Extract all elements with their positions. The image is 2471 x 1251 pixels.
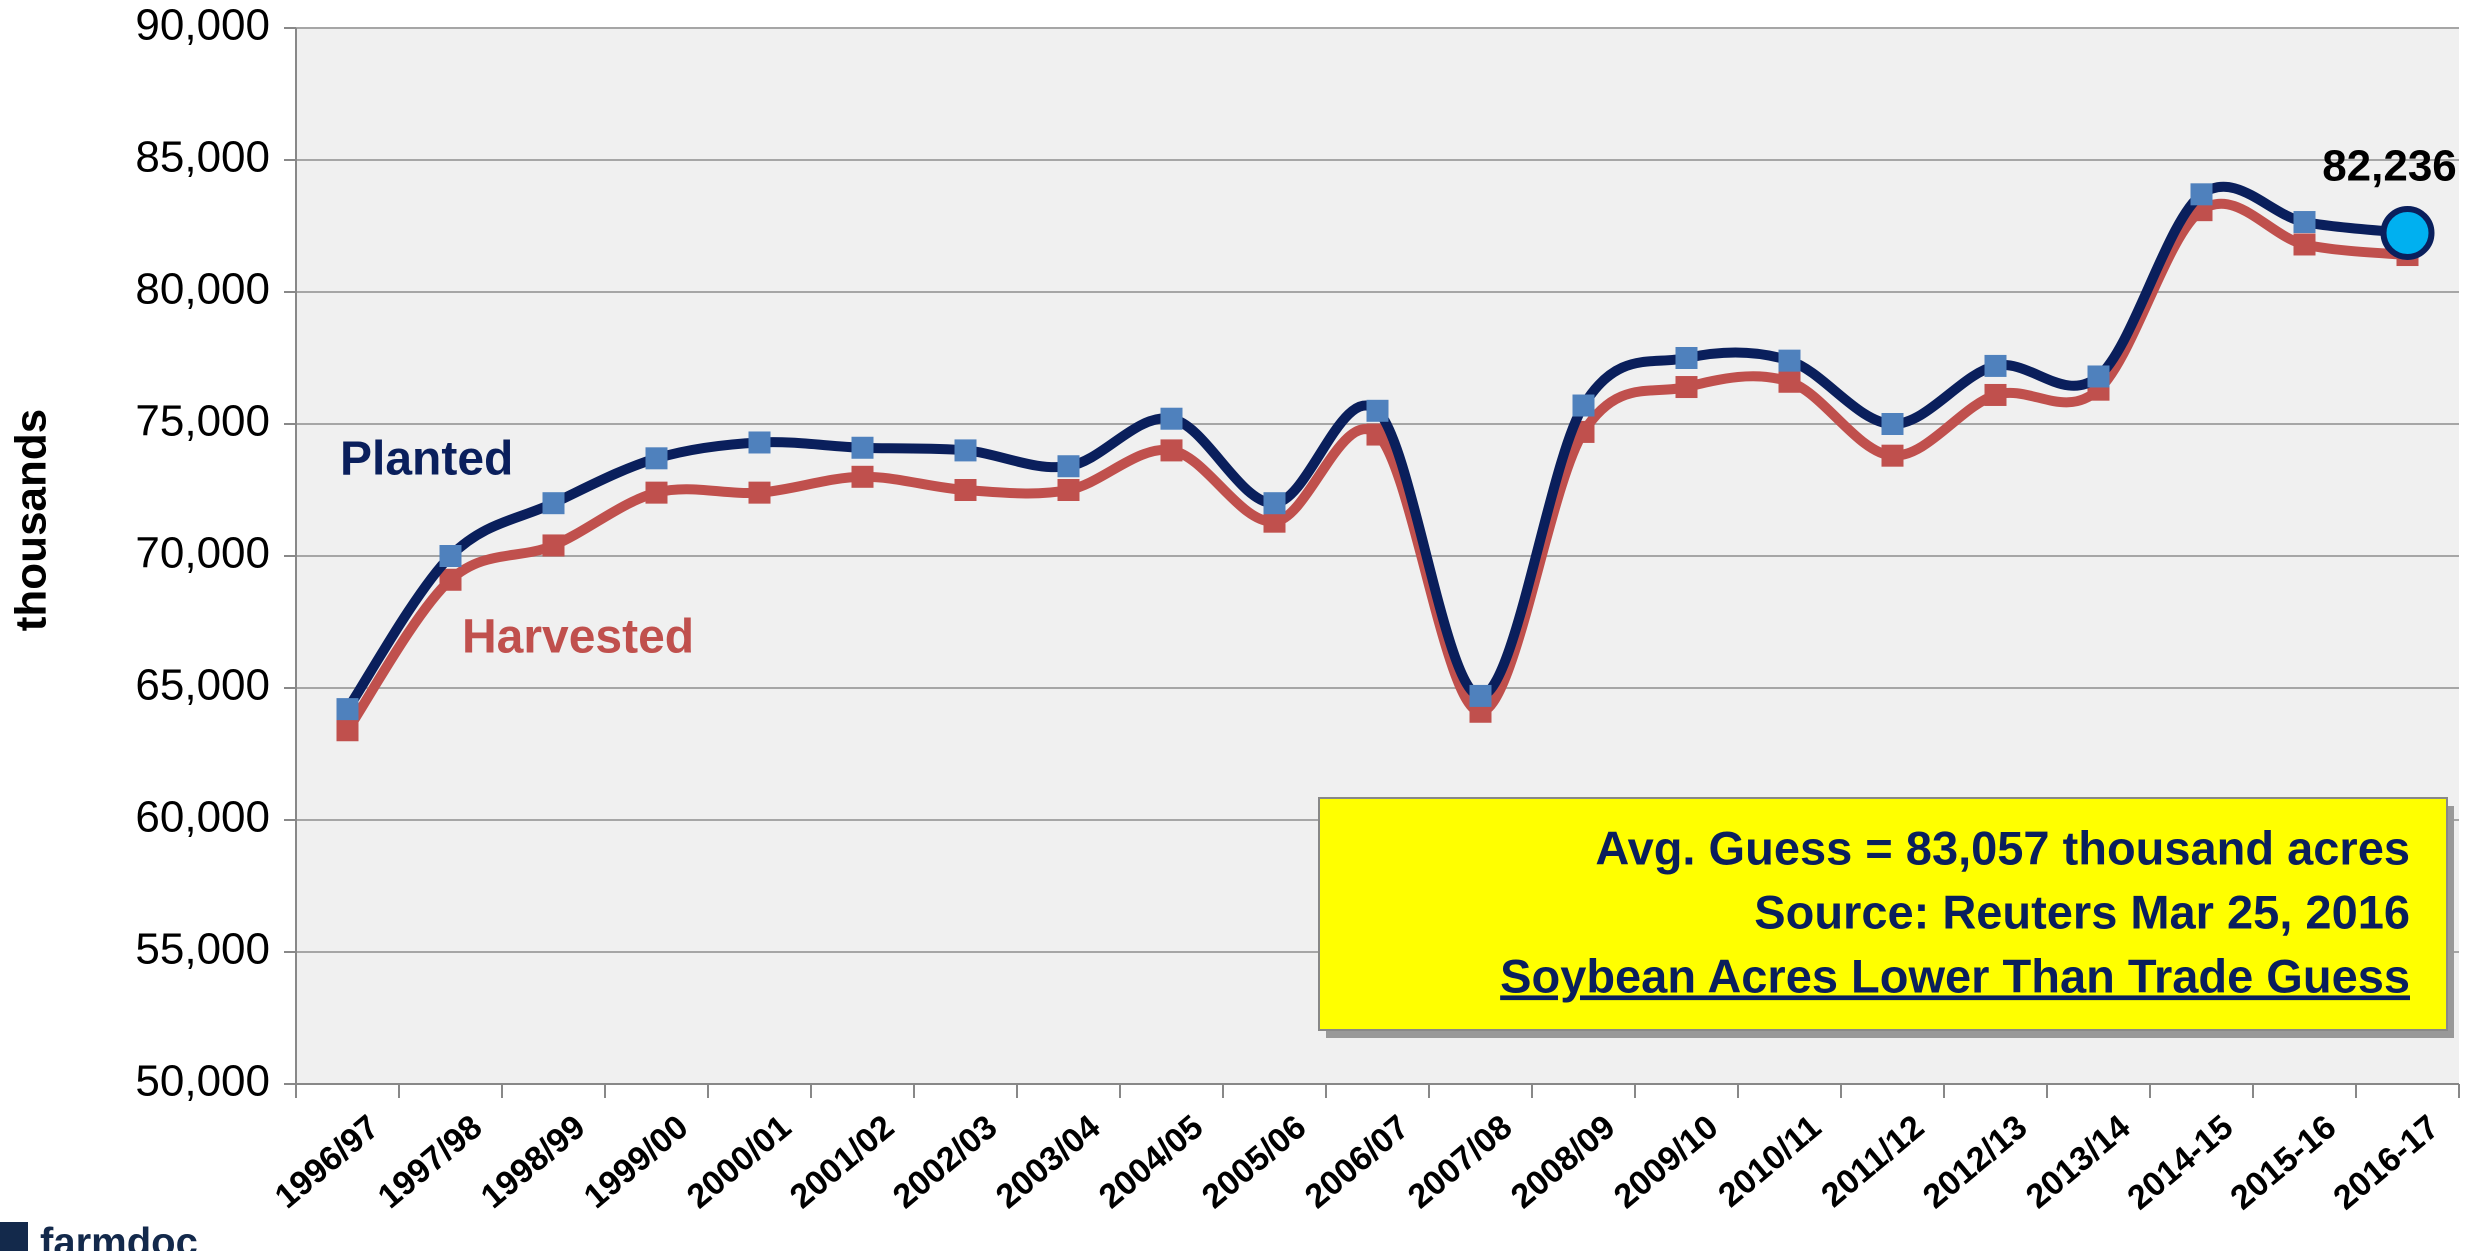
annotation-box	[1318, 797, 2448, 1031]
y-tick-label: 90,000	[135, 1, 270, 50]
highlight-point	[2380, 205, 2435, 260]
x-tick-label: 2005/06	[1195, 1108, 1314, 1216]
series-label: Planted	[340, 433, 513, 486]
marker	[336, 698, 359, 721]
x-tick-label: 1996/97	[268, 1108, 387, 1216]
x-tick-label: 2001/02	[783, 1108, 902, 1216]
x-tick-label: 2015-16	[2223, 1108, 2343, 1217]
x-tick-label: 2000/01	[680, 1108, 799, 1216]
x-tick-label: 2006/07	[1298, 1108, 1417, 1216]
y-tick-label: 55,000	[135, 925, 270, 974]
marker	[954, 439, 977, 462]
x-tick-label: 2009/10	[1607, 1108, 1726, 1216]
marker	[1881, 413, 1904, 435]
y-tick-label: 75,000	[135, 397, 270, 446]
marker	[542, 534, 565, 557]
marker	[1263, 510, 1286, 533]
marker	[1263, 492, 1286, 515]
logo: farmdoc	[40, 1221, 198, 1251]
y-tick-label: 80,000	[135, 265, 270, 314]
marker	[851, 436, 874, 459]
marker	[1469, 684, 1492, 707]
x-tick-label: 2008/09	[1504, 1108, 1623, 1216]
marker	[851, 465, 874, 488]
value-label: 82,236	[2322, 142, 2457, 191]
x-tick-label: 2010/11	[1711, 1108, 1828, 1215]
marker	[542, 492, 565, 515]
series-label: Harvested	[462, 611, 694, 664]
marker	[2293, 233, 2316, 256]
marker	[1984, 383, 2007, 406]
logo-icon	[0, 1222, 28, 1251]
x-tick-label: 2002/03	[886, 1108, 1005, 1216]
y-tick-label: 70,000	[135, 529, 270, 578]
marker	[2087, 365, 2110, 388]
x-tick-label: 2013/14	[2019, 1108, 2138, 1216]
marker	[645, 447, 668, 470]
marker	[1881, 444, 1904, 467]
y-axis-label: thousands	[7, 409, 56, 631]
marker	[1057, 455, 1080, 478]
series-line	[343, 181, 2409, 712]
marker	[1366, 423, 1389, 446]
marker	[954, 479, 977, 501]
marker	[1366, 399, 1389, 422]
marker	[439, 545, 462, 567]
marker	[1675, 347, 1698, 369]
annotation-text: Soybean Acres Lower Than Trade Guess	[1500, 949, 2410, 1002]
annotation-text: Avg. Guess = 83,057 thousand acres	[1595, 821, 2410, 874]
marker	[2190, 183, 2213, 206]
x-tick-label: 2011/12	[1814, 1108, 1931, 1215]
marker	[645, 481, 668, 504]
x-tick-label: 1997/98	[371, 1108, 490, 1216]
marker	[439, 568, 462, 591]
y-tick-label: 85,000	[135, 133, 270, 182]
marker	[1572, 394, 1595, 417]
marker	[1984, 354, 2007, 377]
marker	[1778, 349, 1801, 372]
marker	[1160, 439, 1183, 462]
x-tick-label: 2012/13	[1916, 1108, 2035, 1216]
marker	[2293, 211, 2316, 234]
annotation-text: Source: Reuters Mar 25, 2016	[1754, 885, 2410, 938]
y-tick-label: 50,000	[135, 1057, 270, 1106]
x-tick-label: 1999/00	[577, 1108, 696, 1216]
y-tick-label: 65,000	[135, 661, 270, 710]
y-tick-label: 60,000	[135, 793, 270, 842]
marker	[748, 481, 771, 504]
marker	[1675, 376, 1698, 399]
marker	[1057, 479, 1080, 501]
marker	[1778, 370, 1801, 393]
marker	[336, 719, 359, 742]
marker	[1160, 407, 1183, 430]
x-tick-label: 2003/04	[989, 1108, 1108, 1216]
series-line	[343, 198, 2409, 734]
x-tick-label: 2016-17	[2326, 1108, 2446, 1217]
marker	[748, 431, 771, 454]
x-tick-label: 2014-15	[2120, 1108, 2240, 1217]
x-tick-label: 2004/05	[1092, 1108, 1211, 1216]
x-tick-label: 1998/99	[474, 1108, 593, 1216]
x-tick-label: 2007/08	[1401, 1108, 1520, 1216]
